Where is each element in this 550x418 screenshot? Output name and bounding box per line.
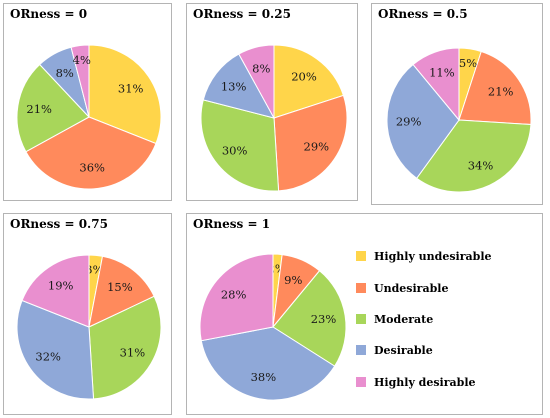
pie-slice-moderate: [200, 99, 280, 192]
chart-title: ORness = 0.75: [10, 217, 108, 231]
pie-0: 31% 36% 21% 8%4%: [16, 44, 162, 190]
legend-label: Moderate: [374, 312, 434, 326]
legend-item-highly-undesirable: Highly undesirable: [356, 248, 492, 264]
pie-slice-highly-undesirable: [273, 44, 345, 119]
pie-2: 5% 21% 34% 29% 11%: [386, 47, 532, 193]
slice-label-desirable: 38%: [251, 370, 277, 384]
slice-label-desirable: 8%: [56, 66, 74, 80]
legend-swatch: [356, 283, 366, 293]
slice-label-highly-desirable: 8%: [252, 62, 270, 76]
pie-slice-moderate: [272, 270, 347, 367]
legend-swatch: [356, 251, 366, 261]
slice-label-highly-undesirable: 20%: [291, 70, 317, 84]
legend-label: Desirable: [374, 343, 433, 357]
pie-slice-desirable: [200, 326, 336, 401]
legend-item-desirable: Desirable: [356, 342, 433, 358]
legend-label: Highly desirable: [374, 375, 476, 389]
legend-item-highly-desirable: Highly desirable: [356, 374, 476, 390]
pie-slice-undesirable: [88, 255, 155, 328]
pie-slice-undesirable: [273, 94, 348, 192]
pie-slice-highly-desirable: [21, 254, 90, 328]
slice-label-moderate: 23%: [311, 312, 337, 326]
pie-slice-moderate: [88, 295, 162, 400]
pie-slice-highly-desirable: [238, 44, 275, 119]
slice-label-desirable: 32%: [35, 350, 61, 364]
chart-title: ORness = 0.5: [378, 7, 468, 21]
slice-label-moderate: 21%: [26, 102, 52, 116]
slice-label-highly-desirable: 4%: [73, 53, 91, 67]
slice-label-undesirable: 9%: [284, 273, 302, 287]
legend-item-undesirable: Undesirable: [356, 280, 448, 296]
legend-swatch: [356, 377, 366, 387]
slice-label-moderate: 31%: [120, 346, 146, 360]
pie-slice-desirable: [202, 53, 275, 119]
slice-label-highly-desirable: 11%: [429, 66, 455, 80]
chart-title: ORness = 1: [193, 217, 271, 231]
legend-swatch: [356, 314, 366, 324]
slice-label-highly-desirable: 28%: [221, 287, 247, 301]
pie-4: 2%9%23%38%28%: [199, 253, 347, 401]
legend-label: Undesirable: [374, 281, 449, 295]
pie-slice-moderate: [415, 119, 532, 193]
slice-label-desirable: 29%: [396, 115, 422, 129]
pie-slice-undesirable: [458, 50, 532, 126]
pie-slice-moderate: [16, 63, 90, 153]
slice-label-desirable: 13%: [221, 80, 247, 94]
pie-1: 20% 29% 30% 13% 8%: [200, 44, 348, 192]
chart-title: ORness = 0: [10, 7, 88, 21]
legend-swatch: [356, 345, 366, 355]
pie-slice-highly-desirable: [412, 47, 460, 122]
slice-label-highly-undesirable: 5%: [459, 56, 477, 70]
pie-slice-highly-undesirable: [88, 44, 162, 145]
slice-label-moderate: 30%: [222, 144, 248, 158]
slice-label-undesirable: 36%: [79, 160, 105, 174]
legend-label: Highly undesirable: [374, 249, 492, 263]
pie-slice-desirable: [16, 299, 95, 400]
pie-slice-highly-desirable: [199, 253, 274, 342]
slice-label-undesirable: 15%: [107, 280, 133, 294]
chart-title: ORness = 0.25: [193, 7, 291, 21]
slice-label-undesirable: 21%: [488, 85, 514, 99]
slice-label-undesirable: 29%: [304, 140, 330, 154]
pie-slice-undesirable: [25, 116, 157, 190]
pie-slice-desirable: [386, 63, 460, 179]
slice-label-moderate: 34%: [468, 159, 494, 173]
pie-slice-highly-desirable: [70, 44, 90, 118]
slice-label-highly-undesirable: 31%: [118, 82, 144, 96]
slice-label-highly-desirable: 19%: [48, 278, 74, 292]
legend-item-moderate: Moderate: [356, 311, 433, 327]
pie-3: 3%15%31%32%19%: [16, 254, 162, 400]
